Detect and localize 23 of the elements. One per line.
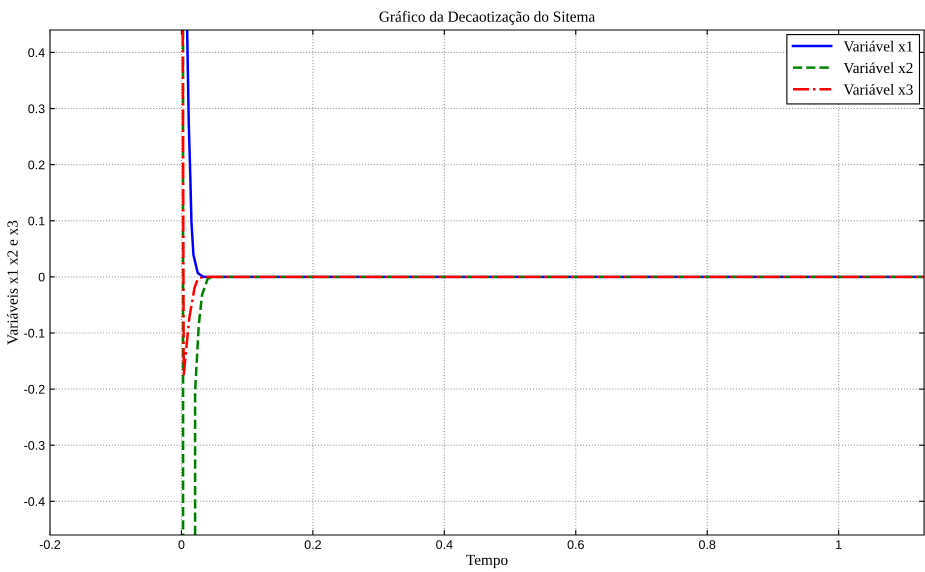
x-tick-label: 1 bbox=[836, 540, 842, 549]
y-tick-label: -0.2 bbox=[24, 384, 45, 394]
x-tick-label: 0.2 bbox=[304, 540, 321, 550]
x-tick-label: 0.6 bbox=[568, 540, 584, 550]
y-tick-label: 0.4 bbox=[28, 48, 45, 58]
x-tick-label: 0 bbox=[178, 540, 184, 550]
y-tick-label: 0 bbox=[38, 272, 45, 282]
line-series bbox=[182, 30, 924, 376]
x-tick-label: -0.2 bbox=[40, 540, 60, 550]
y-tick-label: -0.4 bbox=[24, 497, 45, 506]
chart-title: Gráfico da Decaotização do Sitema bbox=[379, 10, 595, 25]
x-axis-title: Tempo bbox=[466, 554, 508, 568]
x-tick-label: 0.8 bbox=[699, 540, 716, 550]
legend-label: Variável x2 bbox=[844, 62, 913, 74]
y-tick-label: 0.1 bbox=[28, 216, 45, 226]
legend-label: Variável x3 bbox=[844, 84, 913, 95]
y-tick-label: -0.3 bbox=[24, 441, 45, 450]
x-tick-label: 0.4 bbox=[436, 540, 453, 550]
y-tick-label: -0.1 bbox=[24, 328, 45, 338]
y-tick-label: 0.3 bbox=[28, 104, 45, 114]
legend-label: Variável x1 bbox=[844, 40, 912, 52]
y-axis-title: Variáveis x1 x2 e x3 bbox=[6, 220, 18, 345]
y-tick-label: 0.2 bbox=[28, 160, 45, 170]
